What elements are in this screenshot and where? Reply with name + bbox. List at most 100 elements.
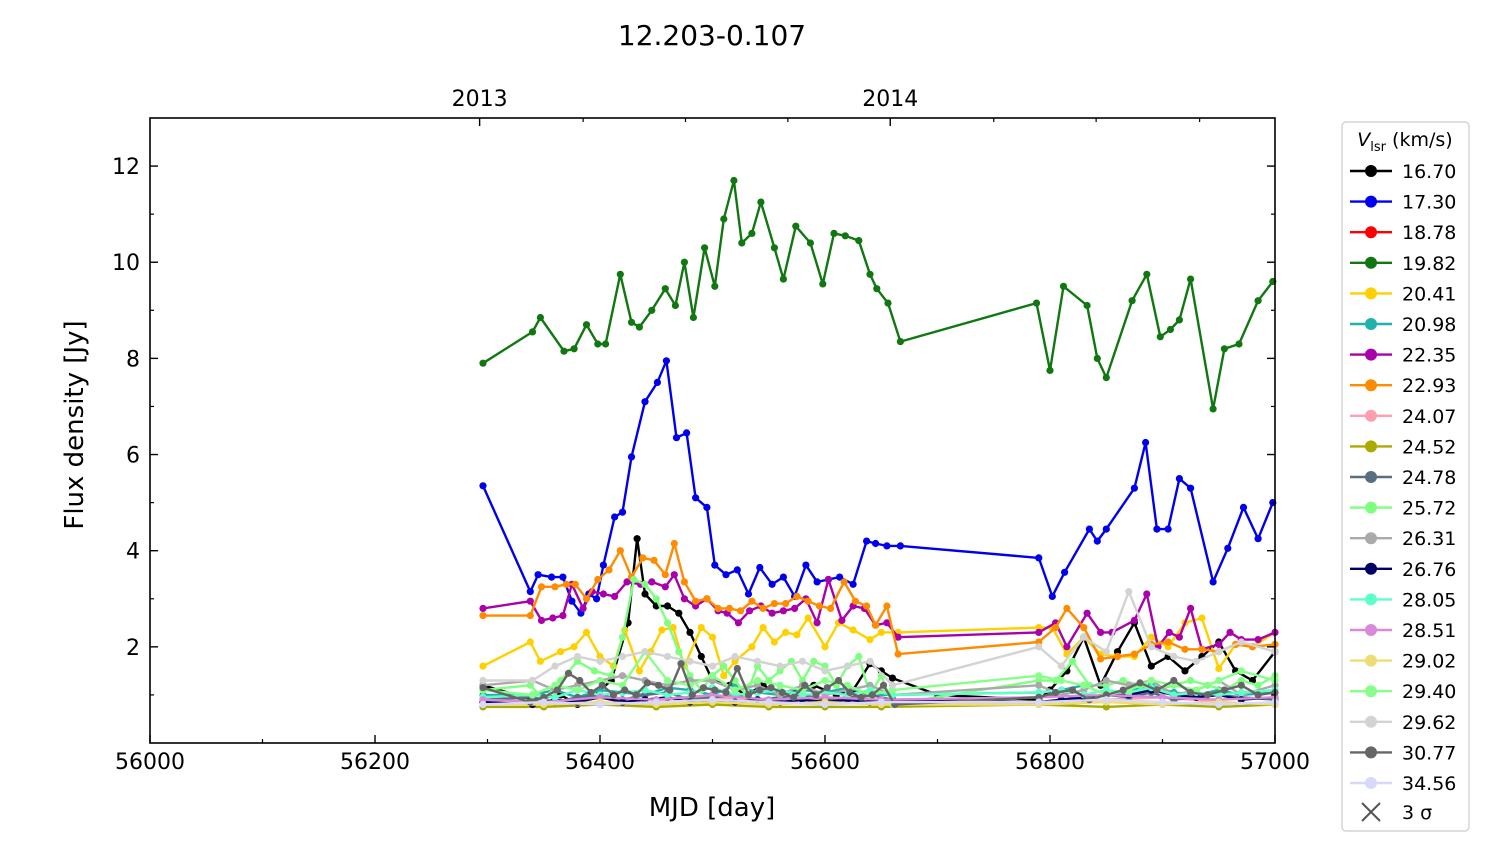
data-point <box>720 215 728 223</box>
data-point <box>846 688 854 697</box>
data-point <box>866 636 874 644</box>
data-point <box>598 681 606 689</box>
data-point <box>1220 686 1228 694</box>
legend-label: 24.52 <box>1402 436 1456 458</box>
legend-item: 16.70 <box>1350 161 1456 183</box>
legend-marker <box>1365 746 1377 759</box>
data-point <box>537 616 546 625</box>
data-point <box>757 198 765 206</box>
data-point <box>834 676 843 685</box>
data-point <box>551 662 559 670</box>
data-point <box>1166 325 1174 334</box>
data-point <box>725 604 734 613</box>
data-point <box>1254 636 1262 644</box>
data-point <box>819 280 827 288</box>
data-point <box>768 609 776 617</box>
data-point <box>528 328 537 336</box>
legend-marker <box>1365 685 1377 698</box>
data-point <box>1187 688 1195 697</box>
data-point <box>815 602 824 610</box>
series-34.56 <box>479 696 1279 709</box>
data-point <box>703 595 711 603</box>
legend-label: 26.31 <box>1402 528 1456 550</box>
data-point <box>748 643 756 651</box>
data-point <box>605 566 613 574</box>
legend-item: 29.02 <box>1350 651 1456 673</box>
data-point <box>593 595 601 603</box>
data-point <box>1080 624 1088 632</box>
data-point <box>623 578 631 586</box>
x-tick-label: 56000 <box>115 750 185 775</box>
data-point <box>866 270 874 278</box>
legend-label: 24.78 <box>1402 467 1456 489</box>
legend-item: 29.62 <box>1350 712 1456 734</box>
data-point <box>1147 662 1155 670</box>
data-point <box>1170 652 1178 661</box>
x-axis-label: MJD [day] <box>649 793 776 823</box>
legend-item: 24.78 <box>1350 467 1456 489</box>
data-point <box>748 229 756 237</box>
data-point <box>894 650 902 658</box>
data-point <box>733 664 741 673</box>
data-point <box>594 340 602 348</box>
data-point <box>1093 537 1101 545</box>
data-point <box>1052 624 1060 632</box>
data-point <box>697 652 705 661</box>
data-point <box>599 590 608 598</box>
legend-label: 22.35 <box>1402 345 1456 367</box>
top-tick-label: 2013 <box>452 87 508 112</box>
data-point <box>770 638 779 646</box>
legend-marker <box>1365 440 1377 453</box>
data-point <box>618 508 627 516</box>
series-30.77 <box>479 660 1279 709</box>
data-point <box>1209 578 1217 586</box>
data-point <box>576 676 584 685</box>
data-point <box>526 588 534 596</box>
data-point <box>1068 686 1077 694</box>
data-point <box>821 700 829 709</box>
data-point <box>770 600 779 608</box>
data-point <box>1136 679 1144 687</box>
data-point <box>1192 657 1200 665</box>
legend-marker <box>1365 715 1377 728</box>
data-point <box>680 258 689 266</box>
data-point <box>1128 297 1136 305</box>
data-point <box>1254 691 1262 699</box>
data-point <box>1237 688 1245 697</box>
data-point <box>708 696 717 704</box>
data-point <box>855 652 863 661</box>
legend-item: 29.40 <box>1350 681 1456 703</box>
data-point <box>479 482 487 490</box>
data-point <box>1237 667 1245 675</box>
data-point <box>692 597 700 605</box>
data-point <box>596 657 604 665</box>
data-point <box>836 573 844 581</box>
data-point <box>779 607 788 615</box>
legend-marker <box>1365 624 1377 636</box>
data-point <box>798 657 807 665</box>
legend-item: 25.72 <box>1350 498 1456 520</box>
data-point <box>731 652 739 661</box>
data-point <box>534 571 542 579</box>
data-point <box>616 270 624 278</box>
data-point <box>549 614 557 622</box>
data-point <box>570 345 578 353</box>
data-point <box>789 693 798 701</box>
data-point <box>582 628 591 637</box>
data-point <box>661 571 669 579</box>
data-point <box>670 539 678 548</box>
chart-title: 12.203-0.107 <box>618 19 806 52</box>
data-point <box>868 691 876 699</box>
x-tick-label: 56200 <box>340 750 410 775</box>
series-22.93 <box>479 539 1279 663</box>
data-point <box>792 222 800 230</box>
y-tick-label: 8 <box>126 347 140 372</box>
data-point <box>753 657 762 665</box>
data-point <box>1142 438 1150 447</box>
x-tick-label: 56800 <box>1015 750 1085 775</box>
data-point <box>639 554 647 562</box>
data-point <box>804 597 812 605</box>
data-point <box>1080 633 1088 641</box>
series-line-17.30 <box>481 359 1274 615</box>
